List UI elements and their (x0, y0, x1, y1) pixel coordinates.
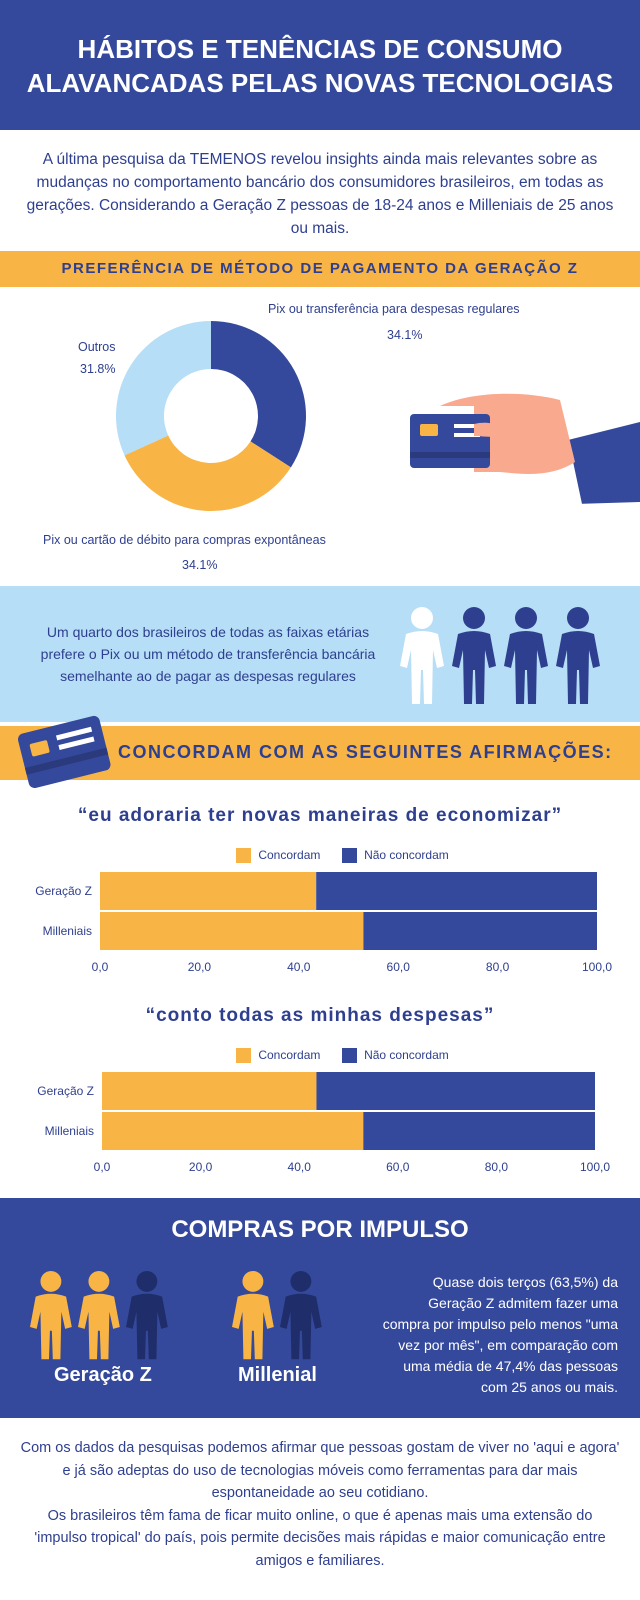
pie-label-pix-debit: Pix ou cartão de débito para compras exp… (43, 533, 326, 547)
legend-swatch-nao-concordam (341, 1048, 357, 1064)
hand-card-illustration (410, 393, 640, 506)
chart1-title: “eu adoraria ter novas maneiras de econo… (77, 805, 563, 826)
hand (440, 393, 575, 474)
chart1-legend: Concordam Não concordam (236, 848, 449, 864)
section-banner-payment: PREFERÊNCIA DE MÉTODO DE PAGAMENTO DA GE… (0, 251, 640, 287)
pie-value-pix-transfer: 34.1% (387, 328, 423, 342)
bar-concordam-milleniais (102, 1112, 364, 1150)
x-tick-label: 0,0 (92, 960, 109, 974)
bar-nao-concordam-milleniais (363, 1112, 595, 1150)
intro-text: A última pesquisa da TEMENOS revelou ins… (26, 151, 614, 237)
credit-card-line-2 (454, 433, 480, 437)
stacked-bar-chart-2: Geração Z Milleniais 0,0 20,0 40,0 60,0 80,0 10… (0, 1070, 640, 1180)
credit-card-stripe (410, 452, 490, 458)
title-line-1: HÁBITOS E TENÊNCIAS DE CONSUMO (77, 34, 563, 64)
person-icon (504, 607, 548, 704)
bar-concordam-milleniais (100, 912, 364, 950)
bar-nao-concordam-milleniais (363, 912, 597, 950)
millenial-people-icons (232, 1270, 322, 1360)
y-tick-label: Milleniais (43, 924, 92, 938)
bar-nao-concordam-geracao-z (316, 1072, 595, 1110)
x-tick-label: 40,0 (287, 960, 311, 974)
credit-card-chip (420, 424, 438, 436)
impulse-text: Quase dois terços (63,5%) da Geração Z a… (382, 1274, 618, 1395)
bar-chart-svg: Geração Z Milleniais 0,0 20,0 40,0 60,0 80,0 10… (35, 872, 612, 974)
stacked-bar-chart-1: Geração Z Milleniais 0,0 20,0 40,0 60,0 80,0 10… (0, 870, 640, 980)
group-label-millenial: Millenial (238, 1364, 317, 1386)
credit-card-icon (17, 715, 111, 789)
legend-label-nao-concordam: Não concordam (364, 848, 449, 862)
legend-label-nao-concordam: Não concordam (364, 1048, 449, 1062)
person-icon (400, 607, 444, 704)
x-tick-label: 20,0 (188, 960, 212, 974)
group-label-genz: Geração Z (54, 1364, 152, 1386)
footer-paragraph-1: Com os dados da pesquisas podemos afirma… (20, 1440, 620, 1501)
chart2-legend: Concordam Não concordam (236, 1048, 449, 1064)
y-tick-label: Geração Z (35, 884, 92, 898)
x-tick-label: 80,0 (485, 1160, 509, 1174)
y-tick-label: Milleniais (45, 1124, 94, 1138)
x-tick-label: 100,0 (582, 960, 612, 974)
x-tick-label: 80,0 (486, 960, 510, 974)
donut-slice-outros (116, 321, 211, 456)
legend-swatch-concordam (236, 848, 251, 864)
x-tick-label: 20,0 (189, 1160, 213, 1174)
people-icons (400, 607, 600, 704)
legend-label-concordam: Concordam (258, 848, 321, 862)
genz-people-icons (30, 1270, 168, 1360)
bar-concordam-geracao-z (100, 872, 317, 910)
person-icon (232, 1270, 274, 1360)
credit-card-line-1 (454, 424, 480, 428)
pie-label-outros: Outros (78, 340, 116, 354)
impulse-title: COMPRAS POR IMPULSO (171, 1216, 469, 1243)
bar-concordam-geracao-z (102, 1072, 317, 1110)
x-tick-label: 60,0 (386, 1160, 410, 1174)
legend-swatch-nao-concordam (341, 848, 357, 864)
legend-swatch-concordam (236, 1048, 251, 1064)
person-icon (30, 1270, 72, 1360)
person-icon (452, 607, 496, 704)
donut-chart (116, 321, 306, 511)
person-icon (78, 1270, 120, 1360)
x-tick-label: 100,0 (580, 1160, 610, 1174)
header-banner: HÁBITOS E TENÊNCIAS DE CONSUMO ALAVANCAD… (0, 0, 640, 130)
donut-slice-pix-transfer (211, 321, 306, 468)
x-tick-label: 0,0 (94, 1160, 111, 1174)
legend-label-concordam: Concordam (258, 1048, 321, 1062)
x-tick-label: 40,0 (288, 1160, 312, 1174)
donut-slice-pix-debit (124, 435, 291, 511)
info-band-text: Um quarto dos brasileiros de todas as fa… (40, 624, 376, 684)
y-tick-label: Geração Z (37, 1084, 94, 1098)
pie-label-pix-transfer: Pix ou transferência para despesas regul… (268, 302, 520, 316)
sleeve (560, 422, 640, 504)
section-banner-agree: CONCORDAM COM AS SEGUINTES AFIRMAÇÕES: (0, 726, 640, 780)
footer-text: Com os dados da pesquisas podemos afirma… (20, 1437, 620, 1572)
section-title-payment: PREFERÊNCIA DE MÉTODO DE PAGAMENTO DA GE… (61, 260, 579, 277)
info-band: Um quarto dos brasileiros de todas as fa… (0, 586, 640, 722)
bar-chart-svg: Geração Z Milleniais 0,0 20,0 40,0 60,0 80,0 10… (37, 1072, 610, 1174)
pie-value-outros: 31.8% (80, 362, 116, 376)
thumb (474, 422, 508, 437)
bar-nao-concordam-geracao-z (316, 872, 597, 910)
title-line-2: ALAVANCADAS PELAS NOVAS TECNOLOGIAS (26, 68, 614, 98)
credit-card (410, 414, 490, 468)
person-icon (556, 607, 600, 704)
impulse-section: COMPRAS POR IMPULSO Geração Z Millenial … (0, 1198, 640, 1418)
person-icon (126, 1270, 168, 1360)
x-tick-label: 60,0 (387, 960, 411, 974)
section-title-agree: CONCORDAM COM AS SEGUINTES AFIRMAÇÕES: (118, 742, 613, 762)
page-title: HÁBITOS E TENÊNCIAS DE CONSUMO ALAVANCAD… (0, 32, 640, 100)
person-icon (280, 1270, 322, 1360)
pie-value-pix-debit: 34.1% (182, 558, 218, 572)
footer-paragraph-2: Os brasileiros têm fama de ficar muito o… (34, 1507, 606, 1569)
chart2-title: “conto todas as minhas despesas” (145, 1005, 495, 1026)
